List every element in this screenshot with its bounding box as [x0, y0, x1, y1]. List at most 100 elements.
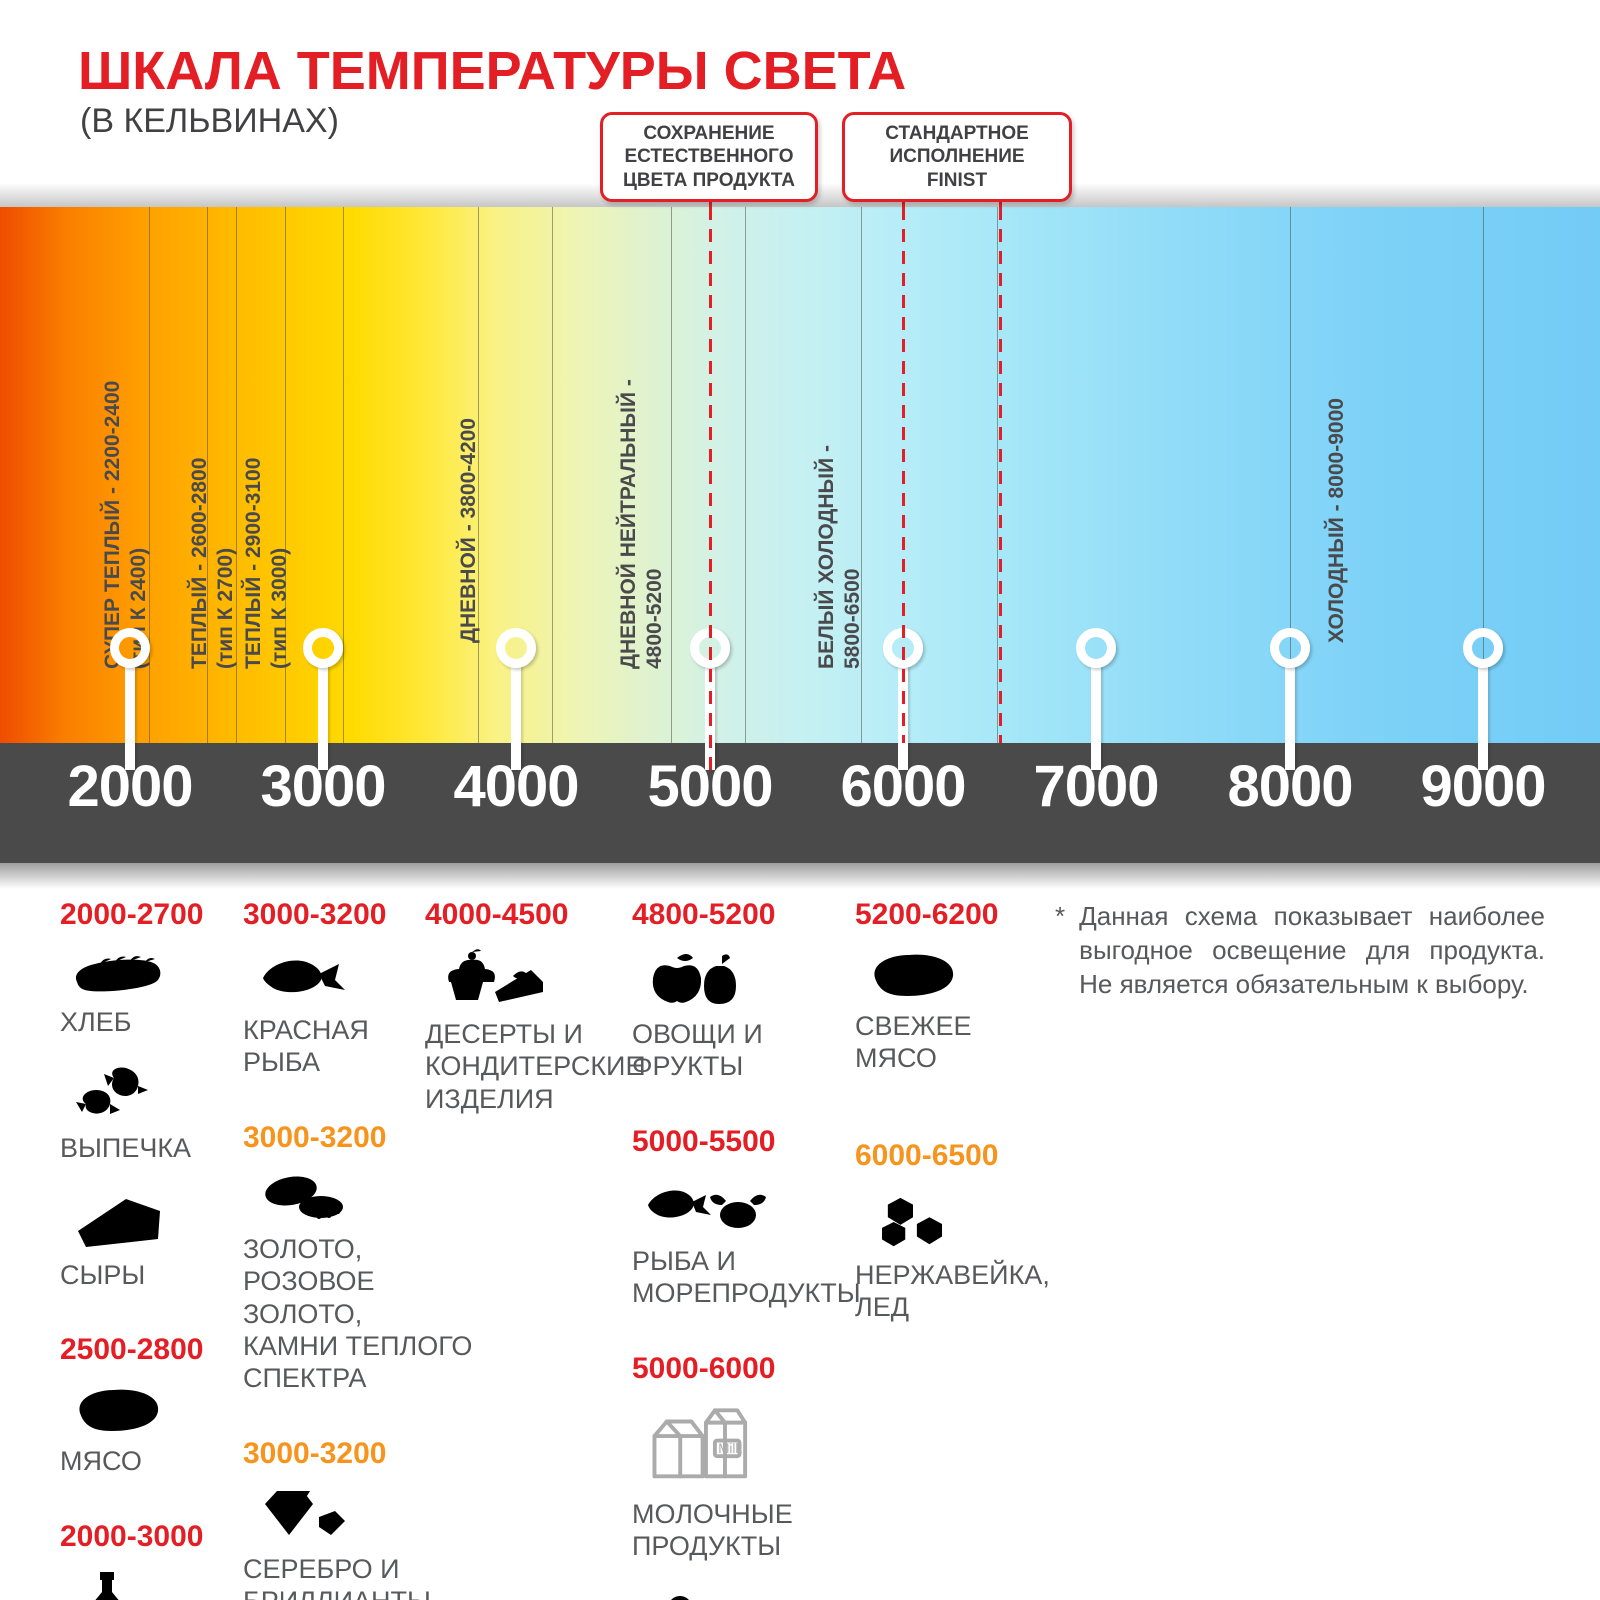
legend-entry: РЫБА И МОРЕПРОДУКТЫ: [632, 1171, 932, 1310]
entry-label: ДЕСЕРТЫ И КОНДИТЕРСКИЕ ИЗДЕЛИЯ: [425, 1019, 644, 1114]
fish-seafood-icon: [642, 1171, 766, 1239]
legend-entry: СВЕЖЕЕ МЯСО: [855, 944, 1060, 1075]
entry-label: МЯСО: [60, 1446, 142, 1477]
entry-label: ЗОЛОТО, РОЗОВОЕ ЗОЛОТО, КАМНИ ТЕПЛОГО СП…: [243, 1233, 473, 1394]
legend-entry: СЫРЫ: [60, 1189, 240, 1291]
band-label-daylight: ДНЕВНОЙ - 3800-4200: [457, 418, 480, 643]
frozen-food-icon: [642, 1586, 758, 1600]
vegetables-fruits-icon: [642, 944, 746, 1012]
legend-group: 5000-5500 РЫБА И МОРЕПРОДУКТЫ: [632, 1125, 932, 1310]
legend-entry: МЯСО: [60, 1379, 240, 1477]
marker-stem-9000: [1478, 664, 1488, 770]
bread-icon: [70, 944, 166, 1000]
marker-circle-8000: [1270, 628, 1310, 668]
legend-group: 3000-3200 КРАСНАЯ РЫБА: [243, 898, 483, 1079]
range-heading: 3000-3200: [243, 1120, 387, 1154]
entry-label: СЫРЫ: [60, 1259, 146, 1290]
marker-stem-4000: [511, 664, 521, 770]
footnote: * Данная схема показывает наиболее выгод…: [1055, 900, 1545, 1001]
marker-circle-9000: [1463, 628, 1503, 668]
boundary-line-3100: [343, 207, 344, 743]
legend-column-2: 3000-3200 КРАСНАЯ РЫБА 3000-3200 ЗОЛОТО,…: [243, 898, 483, 1600]
boundary-line-2550: [236, 207, 237, 743]
milk-carton-text: Milk: [718, 1440, 742, 1455]
legend-group: 6000-6500 НЕРЖАВЕЙКА, ЛЕД: [855, 1139, 1060, 1324]
callout-natural-color: СОХРАНЕНИЕ ЕСТЕСТВЕННОГО ЦВЕТА ПРОДУКТА: [600, 112, 818, 202]
entry-label: КРАСНАЯ РЫБА: [243, 1015, 369, 1078]
steak-icon: [70, 1379, 166, 1439]
callout-finist-standard: СТАНДАРТНОЕ ИСПОЛНЕНИЕ FINIST: [842, 112, 1072, 202]
boundary-line-3800: [478, 207, 479, 743]
legend-entry: Milk МОЛОЧНЫЕ ПРОДУКТЫ: [632, 1398, 932, 1563]
band-label-cold: ХОЛОДНЫЙ - 8000-9000: [1325, 398, 1348, 643]
range-heading: 2000-3000: [60, 1519, 204, 1553]
entry-label: ВЫПЕЧКА: [60, 1133, 192, 1164]
kelvin-axis-bar: 2000 3000 4000 5000 6000 7000 8000 9000: [0, 743, 1600, 863]
marker-stem-2000: [125, 664, 135, 770]
boundary-line-2800: [285, 207, 286, 743]
milk-cartons-icon: Milk: [652, 1407, 748, 1478]
band-label-cold-white: БЕЛЫЙ ХОЛОДНЫЙ -5800-6500: [815, 445, 864, 669]
legend-entry: КРАСНАЯ РЫБА: [243, 944, 483, 1079]
band-label-warm-2700: ТЕПЛЫЙ - 2600-2800 (тип К 2700): [188, 457, 237, 669]
boundary-line-5200: [745, 207, 746, 743]
legend-group: 5000-6000 Milk МОЛОЧНЫЕ ПРОДУКТЫ ЗАМОРОЖ…: [632, 1352, 932, 1600]
diamonds-icon: [253, 1483, 353, 1547]
marker-stem-3000: [318, 664, 328, 770]
gold-rings-icon: [253, 1167, 353, 1227]
legend-group: 4000-4500 ДЕСЕРТЫ И КОНДИТЕРСКИЕ ИЗДЕЛИЯ: [425, 898, 644, 1115]
legend-column-3: 4000-4500 ДЕСЕРТЫ И КОНДИТЕРСКИЕ ИЗДЕЛИЯ: [425, 898, 644, 1157]
legend-entry: АКОГОЛЬ: [60, 1566, 240, 1600]
legend-group: 2000-2700 ХЛЕБ ВЫПЕЧКА СЫРЫ: [60, 898, 240, 1291]
legend-entry: ОВОЩИ И ФРУКТЫ: [632, 944, 932, 1083]
marker-stem-7000: [1091, 664, 1101, 770]
legend-entry: СЕРЕБРО И БРИЛЛИАНТЫ: [243, 1483, 483, 1600]
range-heading: 3000-3200: [243, 1436, 387, 1470]
legend-group: 4800-5200 ОВОЩИ И ФРУКТЫ: [632, 898, 932, 1083]
red-guide-5000: [709, 207, 712, 773]
boundary-line-4200: [552, 207, 553, 743]
marker-circle-3000: [303, 628, 343, 668]
legend-entry: ЗАМОРОЖЕННЫЕ ПОЛУФАБРИКАТЫ: [632, 1586, 932, 1600]
range-heading: 2000-2700: [60, 898, 204, 931]
boundary-line-2400: [207, 207, 208, 743]
legend-column-5: 5200-6200 СВЕЖЕЕ МЯСО 6000-6500 НЕРЖАВЕЙ…: [855, 898, 1060, 1366]
legend-group: 5200-6200 СВЕЖЕЕ МЯСО: [855, 898, 1060, 1075]
page-subtitle: (В КЕЛЬВИНАХ): [80, 102, 339, 140]
bottom-shadow-strip: [0, 863, 1600, 889]
boundary-line-5800: [861, 207, 862, 743]
legend-group: 3000-3200 ЗОЛОТО, РОЗОВОЕ ЗОЛОТО, КАМНИ …: [243, 1121, 483, 1395]
legend-entry: ХЛЕБ: [60, 944, 240, 1038]
boundary-line-8000: [1290, 207, 1291, 743]
legend-group: 3000-3200 СЕРЕБРО И БРИЛЛИАНТЫ: [243, 1437, 483, 1600]
red-guide-6500: [999, 207, 1002, 743]
marker-circle-4000: [496, 628, 536, 668]
entry-label: МОЛОЧНЫЕ ПРОДУКТЫ: [632, 1498, 793, 1561]
boundary-line-6500: [997, 207, 998, 743]
legend-group: 2500-2800 МЯСО: [60, 1333, 240, 1477]
band-label-warm-3000: ТЕПЛЫЙ - 2900-3100 (тип К 3000): [242, 457, 291, 669]
footnote-text: Данная схема показывает наиболее выгодно…: [1079, 901, 1545, 999]
entry-label: СЕРЕБРО И БРИЛЛИАНТЫ: [243, 1553, 431, 1600]
desserts-icon: [435, 944, 551, 1012]
range-heading: 2500-2800: [60, 1333, 204, 1367]
range-heading: 5000-5500: [632, 1124, 776, 1158]
boundary-line-2100: [149, 207, 150, 743]
fish-icon: [253, 944, 349, 1008]
entry-label: ОВОЩИ И ФРУКТЫ: [632, 1019, 763, 1082]
range-heading: 3000-3200: [243, 898, 387, 931]
croissant-icon: [70, 1062, 170, 1126]
range-heading: 5200-6200: [855, 898, 999, 931]
alcohol-icon: [70, 1566, 154, 1600]
legend-entry: ВЫПЕЧКА: [60, 1062, 240, 1164]
boundary-line-9000: [1483, 207, 1484, 743]
temperature-gradient-band: [0, 207, 1600, 743]
marker-circle-7000: [1076, 628, 1116, 668]
entry-label: РЫБА И МОРЕПРОДУКТЫ: [632, 1245, 861, 1309]
entry-label: ХЛЕБ: [60, 1007, 132, 1037]
cheese-icon: [70, 1189, 166, 1253]
marker-stem-8000: [1285, 664, 1295, 770]
legend-column-1: 2000-2700 ХЛЕБ ВЫПЕЧКА СЫРЫ 2500-2800 МЯ…: [60, 898, 240, 1600]
range-heading: 6000-6500: [855, 1138, 999, 1172]
